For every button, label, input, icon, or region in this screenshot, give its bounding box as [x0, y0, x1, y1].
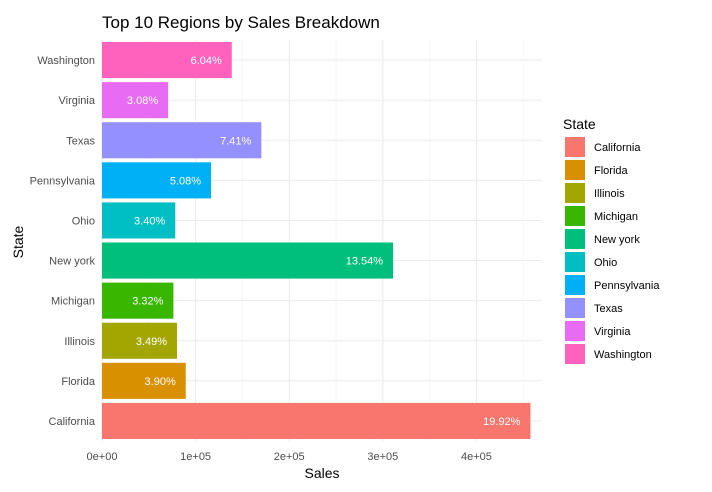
legend-label-virginia: Virginia	[594, 326, 631, 338]
bar-michigan	[102, 282, 174, 319]
bars: 19.92% 3.90% 3.49% 3.32% 13.54% 3.40% 5.08% 7.4…	[102, 42, 531, 439]
legend-key-illinois	[565, 183, 585, 203]
x-tick-labels: 0e+00 1e+05 2e+05 3e+05 4e+05	[87, 451, 492, 463]
y-tick-label-washington: Washington	[37, 55, 95, 67]
legend-label-ohio: Ohio	[594, 257, 617, 269]
data-label-ohio: 3.40%	[134, 215, 165, 227]
chart-title: Top 10 Regions by Sales Breakdown	[102, 13, 380, 32]
y-tick-label-ohio: Ohio	[72, 215, 95, 227]
y-tick-label-new-york: New york	[49, 256, 95, 268]
x-tick-label: 1e+05	[180, 451, 211, 463]
bar-texas	[102, 122, 262, 159]
data-label-florida: 3.90%	[145, 376, 176, 388]
legend-key-washington	[565, 344, 585, 364]
x-tick-label: 2e+05	[274, 451, 305, 463]
legend: State California Florida Illinois Michigan N…	[563, 116, 660, 364]
legend-label-michigan: Michigan	[594, 211, 638, 223]
legend-label-pennsylvania: Pennsylvania	[594, 280, 660, 292]
legend-key-michigan	[565, 206, 585, 226]
data-label-california: 19.92%	[483, 416, 521, 428]
y-tick-label-florida: Florida	[61, 376, 96, 388]
legend-label-new-york: New york	[594, 234, 640, 246]
legend-label-washington: Washington	[594, 349, 652, 361]
data-label-michigan: 3.32%	[132, 296, 163, 308]
legend-key-pennsylvania	[565, 275, 585, 295]
bar-new-york	[102, 242, 394, 279]
x-axis-title: Sales	[304, 465, 339, 481]
bar-ohio	[102, 202, 176, 239]
y-tick-label-michigan: Michigan	[51, 296, 95, 308]
x-tick-label: 3e+05	[367, 451, 398, 463]
legend-key-texas	[565, 298, 585, 318]
bar-washington	[102, 42, 232, 79]
legend-label-illinois: Illinois	[594, 188, 625, 200]
legend-key-ohio	[565, 252, 585, 272]
bar-florida	[102, 362, 186, 399]
y-tick-label-illinois: Illinois	[64, 336, 95, 348]
y-tick-label-virginia: Virginia	[59, 95, 96, 107]
bar-illinois	[102, 322, 178, 359]
y-tick-label-california: California	[49, 416, 96, 428]
legend-key-florida	[565, 160, 585, 180]
legend-title: State	[563, 116, 596, 132]
legend-label-texas: Texas	[594, 303, 623, 315]
legend-key-virginia	[565, 321, 585, 341]
y-axis-title: State	[10, 225, 26, 258]
bar-virginia	[102, 82, 169, 119]
data-label-illinois: 3.49%	[136, 336, 167, 348]
data-label-pennsylvania: 5.08%	[170, 175, 201, 187]
y-tick-labels: California Florida Illinois Michigan New yor…	[30, 55, 96, 428]
data-label-texas: 7.41%	[220, 135, 251, 147]
legend-label-california: California	[594, 142, 641, 154]
data-label-virginia: 3.08%	[127, 95, 158, 107]
y-tick-label-pennsylvania: Pennsylvania	[30, 175, 96, 187]
legend-label-florida: Florida	[594, 165, 629, 177]
bar-california	[102, 402, 531, 439]
data-label-washington: 6.04%	[191, 55, 222, 67]
legend-key-new-york	[565, 229, 585, 249]
legend-key-california	[565, 137, 585, 157]
y-tick-label-texas: Texas	[66, 135, 95, 147]
x-tick-label: 0e+00	[87, 451, 118, 463]
x-tick-label: 4e+05	[461, 451, 492, 463]
bar-pennsylvania	[102, 162, 212, 199]
data-label-new-york: 13.54%	[346, 256, 384, 268]
